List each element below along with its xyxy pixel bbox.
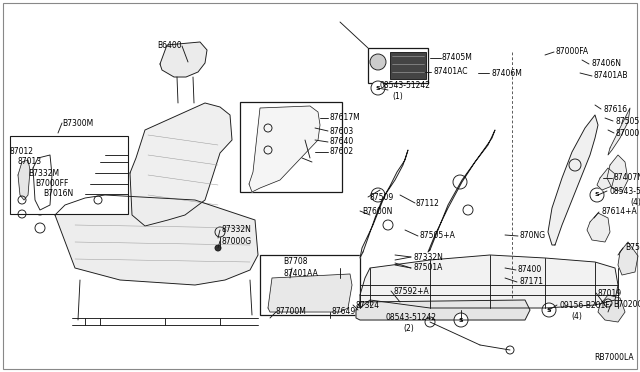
Text: B6400: B6400 (157, 42, 182, 51)
Text: 87401AA: 87401AA (283, 269, 318, 278)
Text: B7300M: B7300M (62, 119, 93, 128)
Text: 87505+A: 87505+A (420, 231, 456, 241)
Text: 87505+B: 87505+B (615, 116, 640, 125)
Text: B7508P: B7508P (625, 244, 640, 253)
Text: 87405M: 87405M (441, 54, 472, 62)
Text: 87406M: 87406M (491, 68, 522, 77)
Polygon shape (618, 242, 638, 275)
Text: 08543-51242: 08543-51242 (385, 314, 436, 323)
Text: 09156-B201F: 09156-B201F (559, 301, 610, 310)
Circle shape (215, 245, 221, 251)
Text: (4): (4) (630, 198, 640, 206)
Text: B7332M: B7332M (28, 169, 59, 177)
Text: S: S (459, 317, 463, 323)
Text: S: S (547, 308, 551, 312)
Text: 87332N: 87332N (222, 225, 252, 234)
Circle shape (371, 81, 385, 95)
Polygon shape (428, 130, 495, 252)
Polygon shape (55, 195, 258, 285)
Polygon shape (608, 108, 630, 155)
Text: 87602: 87602 (330, 148, 354, 157)
Polygon shape (130, 103, 232, 226)
Text: B7020Q: B7020Q (613, 299, 640, 308)
Text: 87332N: 87332N (413, 253, 443, 262)
Text: 87407N: 87407N (614, 173, 640, 183)
Text: 87000FA: 87000FA (556, 48, 589, 57)
Text: (2): (2) (403, 324, 413, 334)
Text: 87112: 87112 (415, 199, 439, 208)
Text: 08543-51242: 08543-51242 (380, 81, 431, 90)
Polygon shape (360, 255, 618, 308)
Polygon shape (587, 213, 610, 242)
Text: 87000FB: 87000FB (616, 128, 640, 138)
Polygon shape (33, 155, 52, 210)
Bar (10, 136, 128, 214)
Text: B7000FF: B7000FF (35, 180, 68, 189)
Polygon shape (18, 160, 30, 200)
Text: 87616: 87616 (603, 105, 627, 113)
Text: 87019: 87019 (598, 289, 622, 298)
Text: 87592+A: 87592+A (393, 286, 429, 295)
Polygon shape (360, 150, 408, 258)
Circle shape (370, 54, 386, 70)
Polygon shape (597, 168, 615, 190)
Circle shape (542, 303, 556, 317)
Polygon shape (160, 42, 207, 77)
Text: 87614+A: 87614+A (601, 208, 637, 217)
Text: 87406N: 87406N (591, 60, 621, 68)
Polygon shape (598, 295, 625, 322)
Text: 87171: 87171 (519, 278, 543, 286)
Polygon shape (607, 155, 628, 192)
Polygon shape (356, 300, 530, 320)
Bar (260, 255, 360, 315)
Text: 87700M: 87700M (276, 308, 307, 317)
Text: S: S (595, 192, 599, 198)
Text: B7708: B7708 (283, 257, 307, 266)
Text: 87013: 87013 (17, 157, 41, 167)
Text: 87000G: 87000G (222, 237, 252, 246)
Bar (368, 48, 428, 83)
Bar (240, 102, 342, 192)
Text: 87603: 87603 (330, 126, 355, 135)
Text: 87012: 87012 (10, 148, 34, 157)
Text: 87401AC: 87401AC (433, 67, 467, 77)
Text: 87649: 87649 (332, 308, 356, 317)
Text: 870NG: 870NG (520, 231, 546, 241)
Text: 87501A: 87501A (413, 263, 442, 273)
Polygon shape (249, 106, 320, 192)
Text: 87509: 87509 (370, 192, 394, 202)
Text: 87617M: 87617M (330, 113, 361, 122)
Text: B7016N: B7016N (43, 189, 73, 199)
Polygon shape (268, 274, 352, 312)
Circle shape (454, 313, 468, 327)
Text: S: S (376, 86, 380, 90)
Text: RB7000LA: RB7000LA (595, 353, 634, 362)
Text: 87324: 87324 (355, 301, 379, 310)
Text: (1): (1) (392, 93, 403, 102)
Text: 87401AB: 87401AB (594, 71, 628, 80)
Text: (4): (4) (571, 311, 582, 321)
Polygon shape (548, 115, 598, 245)
Text: 87400: 87400 (518, 266, 542, 275)
Text: 87640: 87640 (330, 138, 355, 147)
Bar (390, 52, 426, 79)
Circle shape (590, 188, 604, 202)
Text: 08543-51242: 08543-51242 (609, 186, 640, 196)
Text: B7600N: B7600N (362, 206, 392, 215)
